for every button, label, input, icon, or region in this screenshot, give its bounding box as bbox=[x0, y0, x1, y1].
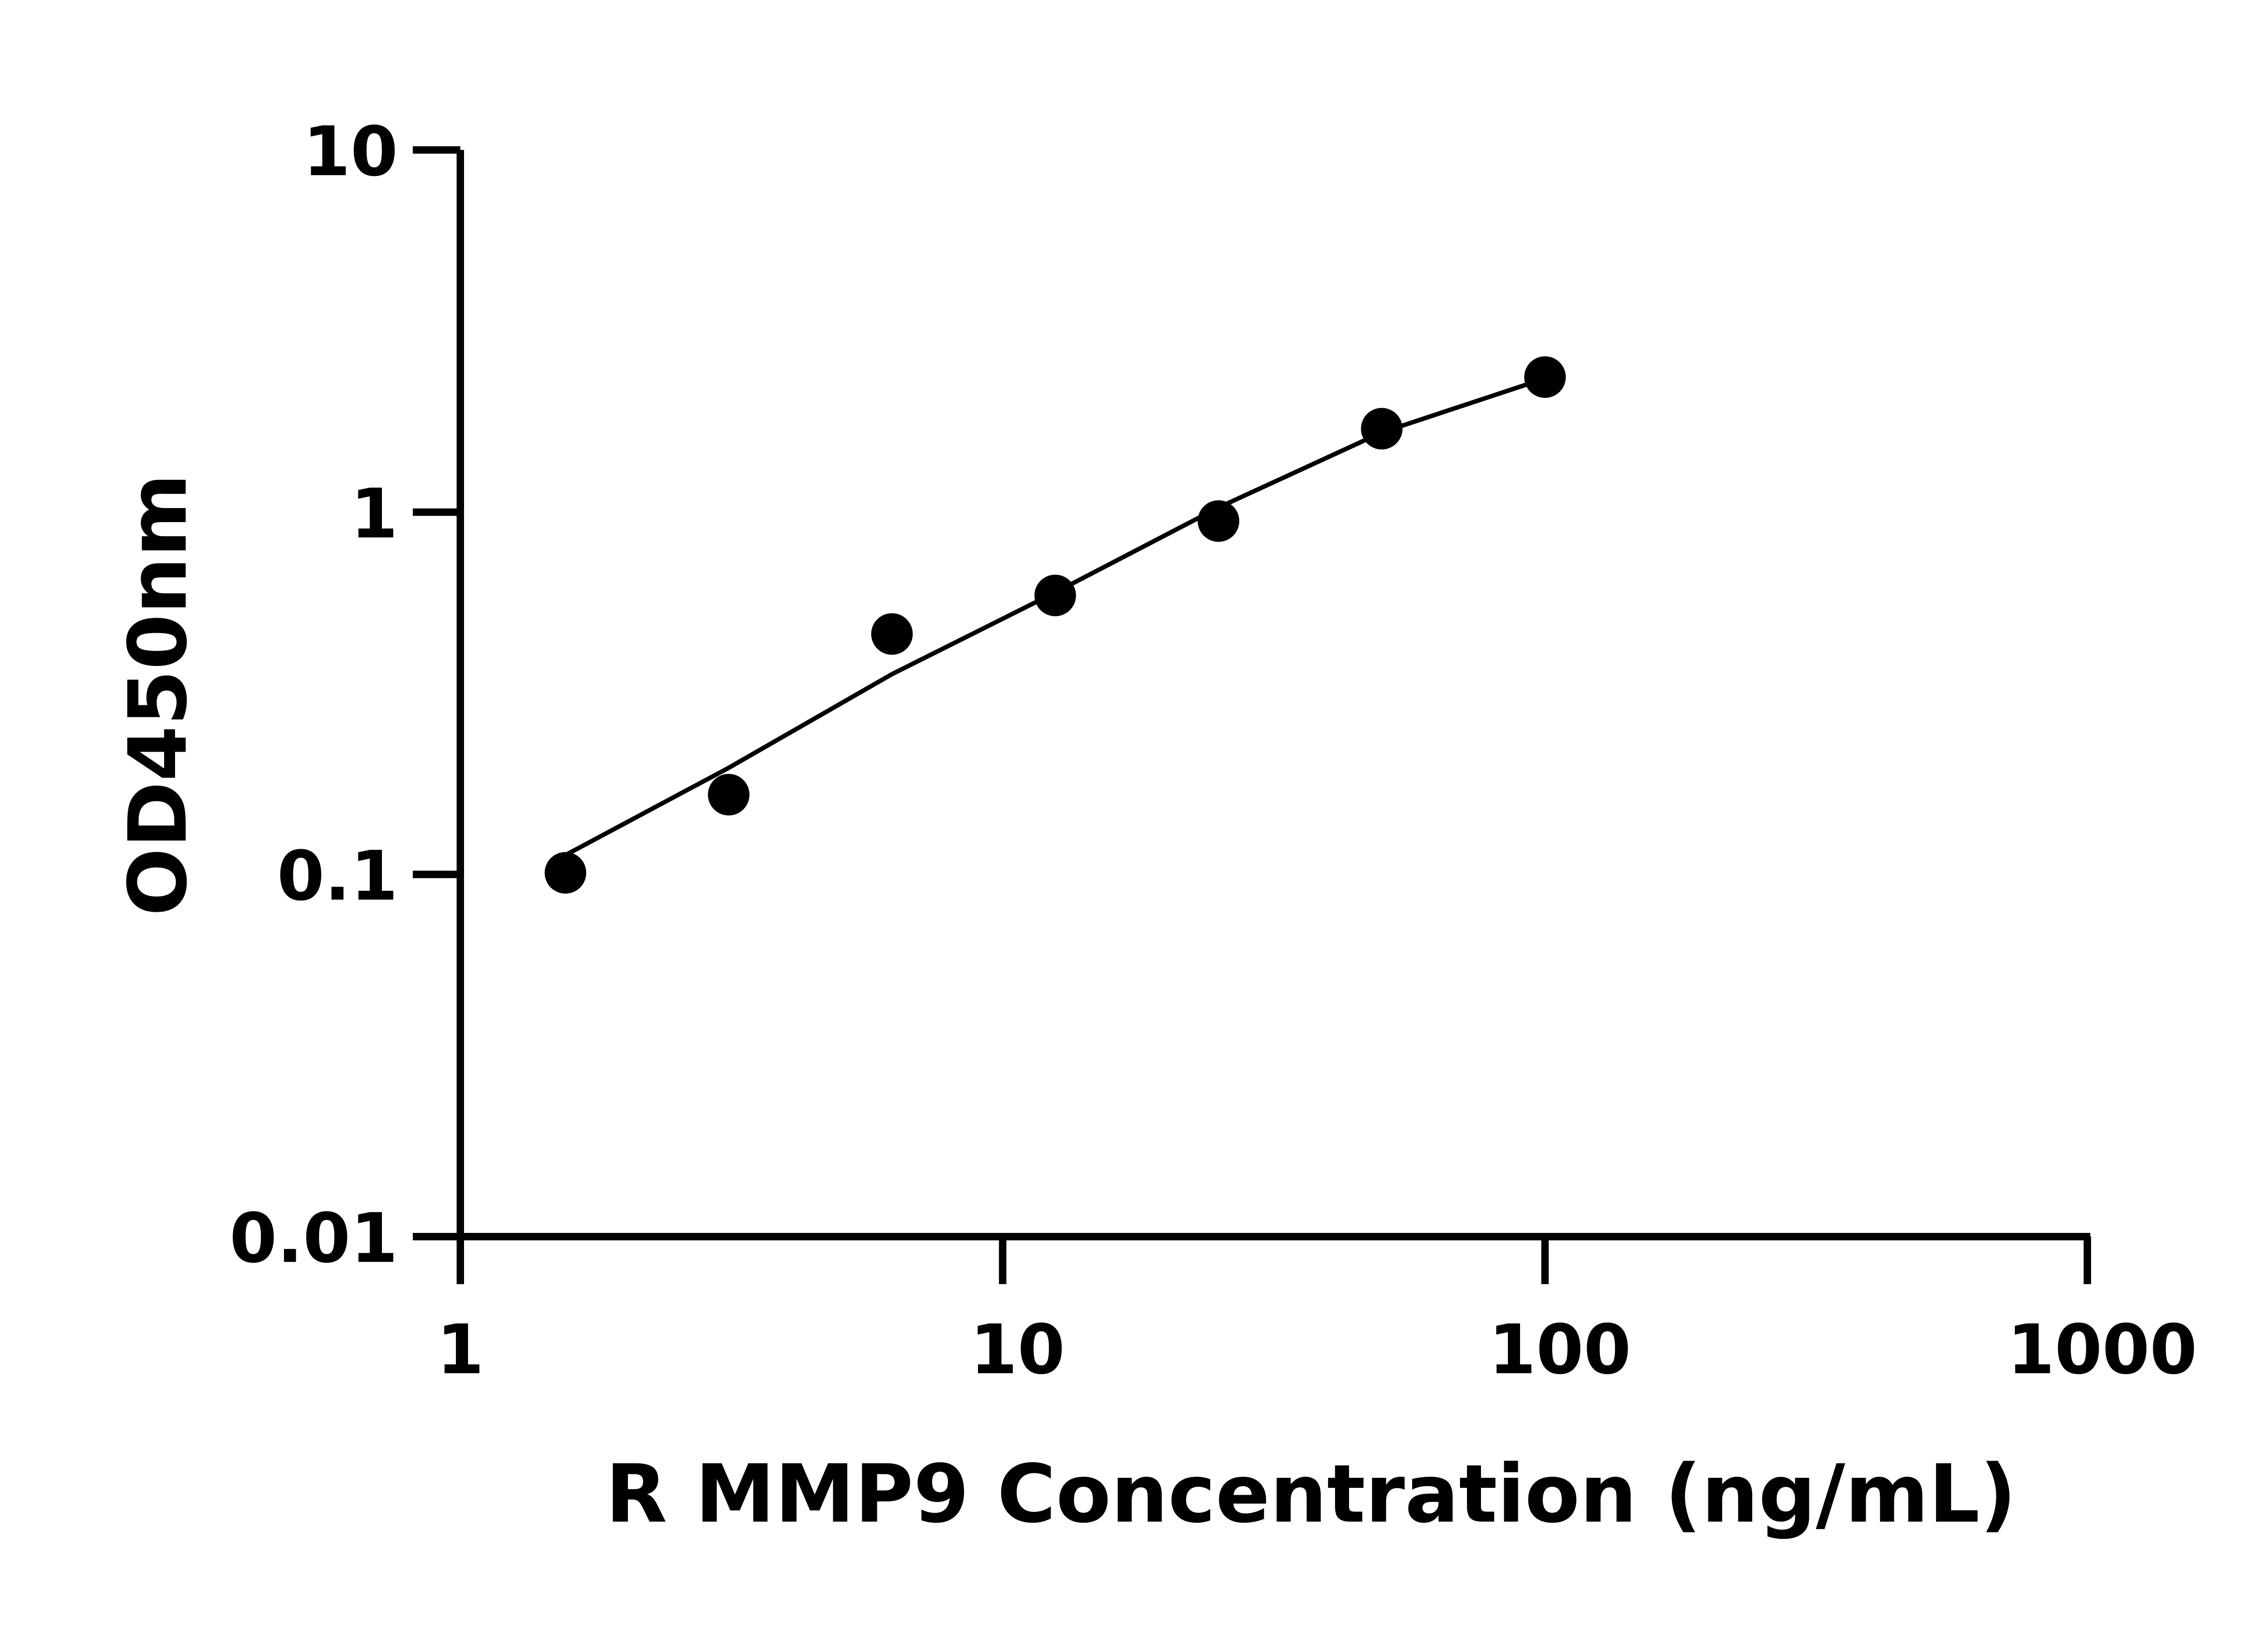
y-axis-label: OD450nm bbox=[111, 474, 205, 916]
data-point bbox=[708, 774, 750, 816]
x-tick-label: 1000 bbox=[2007, 1310, 2197, 1389]
data-point bbox=[1524, 356, 1566, 398]
y-tick-label: 0.1 bbox=[277, 836, 398, 916]
y-tick-label: 10 bbox=[303, 112, 398, 191]
data-point bbox=[1034, 574, 1076, 616]
x-tick-label: 100 bbox=[1489, 1310, 1631, 1389]
data-points bbox=[544, 356, 1566, 894]
y-tick-label: 1 bbox=[351, 474, 398, 554]
x-tick-label: 1 bbox=[436, 1310, 484, 1389]
axes bbox=[456, 150, 2091, 1241]
x-axis-label: R MMP9 Concentration (ng/mL) bbox=[606, 1447, 2016, 1541]
data-point bbox=[871, 613, 913, 655]
data-point bbox=[1361, 408, 1403, 450]
x-tick-label: 10 bbox=[970, 1310, 1065, 1389]
y-ticks: 0.01 0.1 1 10 bbox=[230, 112, 460, 1278]
x-ticks: 1 10 100 1000 bbox=[436, 1237, 2197, 1389]
y-tick-label: 0.01 bbox=[230, 1198, 398, 1278]
data-point bbox=[544, 852, 587, 894]
data-point bbox=[1198, 500, 1240, 542]
